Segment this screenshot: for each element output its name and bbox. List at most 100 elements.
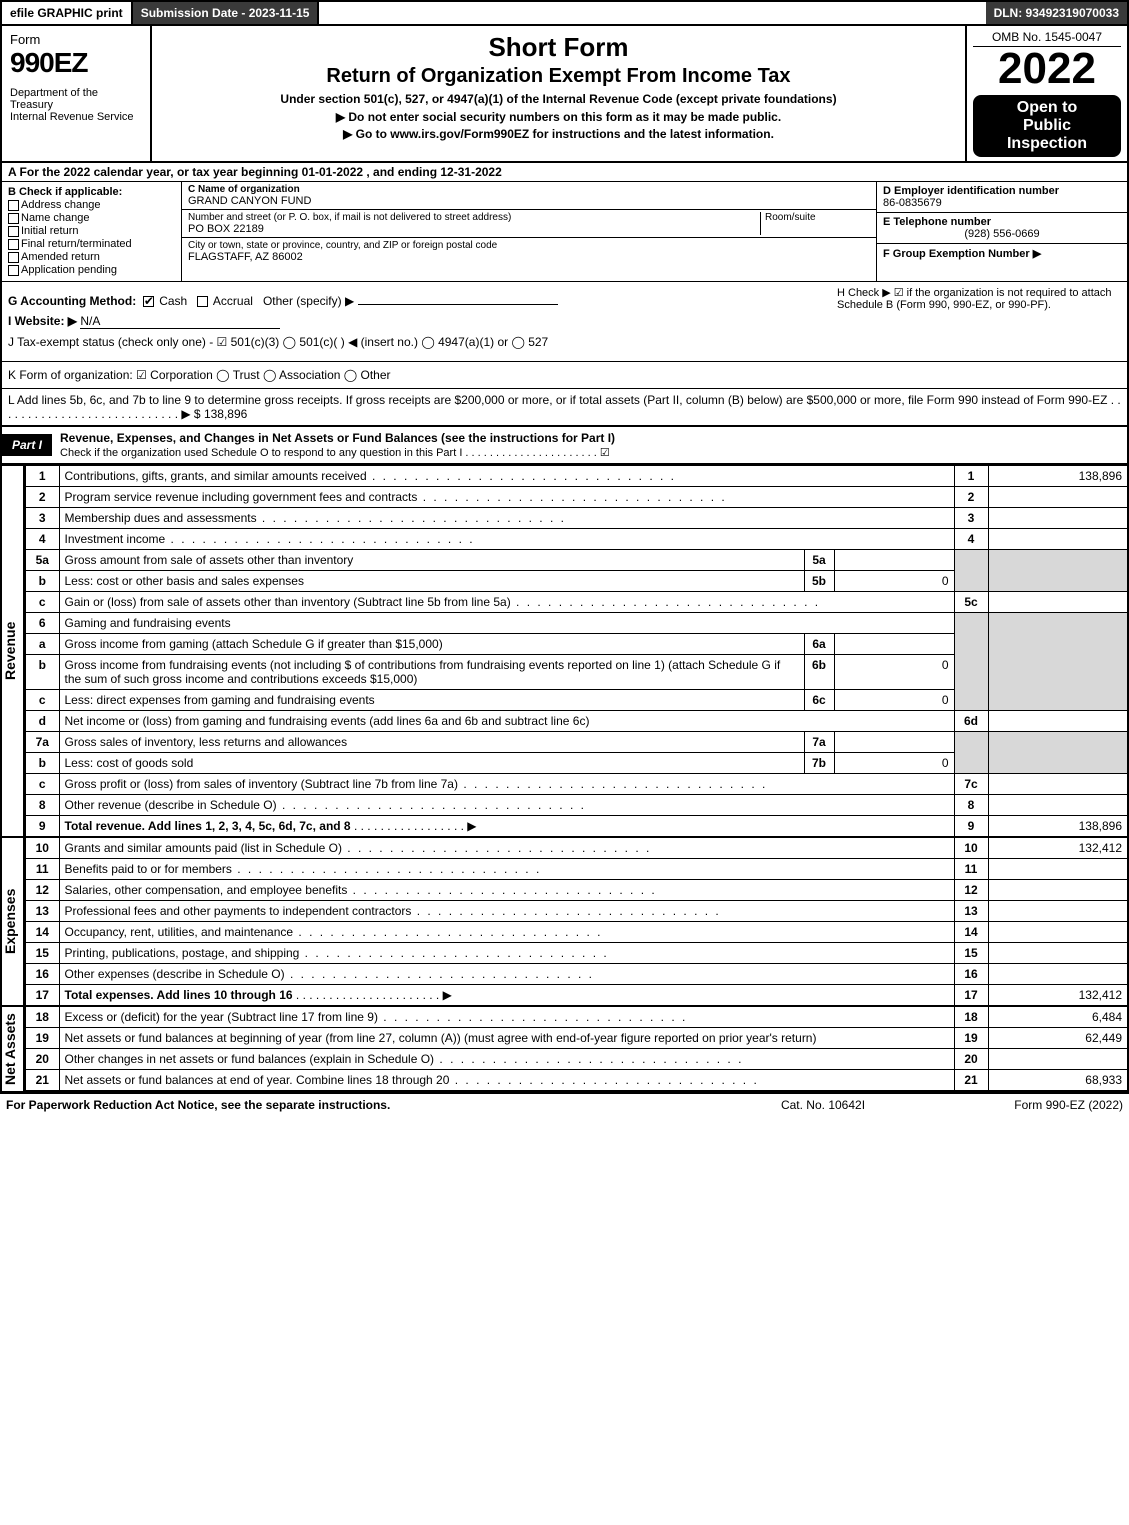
irs-label: Internal Revenue Service	[10, 111, 142, 123]
side-expenses: Expenses	[0, 837, 24, 1006]
org-street: PO BOX 22189	[188, 223, 760, 235]
c-city-label: City or town, state or province, country…	[188, 240, 870, 251]
efile-print[interactable]: efile GRAPHIC print	[2, 2, 133, 24]
note-link: ▶ Go to www.irs.gov/Form990EZ for instru…	[158, 127, 959, 141]
line-18-desc: Excess or (deficit) for the year (Subtra…	[59, 1007, 954, 1028]
line-8-desc: Other revenue (describe in Schedule O)	[59, 795, 954, 816]
submission-date: Submission Date - 2023-11-15	[133, 2, 320, 24]
revenue-section: Revenue 1Contributions, gifts, grants, a…	[0, 465, 1129, 837]
footer-form: Form 990-EZ (2022)	[923, 1098, 1123, 1112]
header-center: Short Form Return of Organization Exempt…	[152, 26, 967, 161]
line-17-amount: 132,412	[988, 985, 1128, 1006]
form-number: 990EZ	[10, 47, 142, 79]
line-1-desc: Contributions, gifts, grants, and simila…	[59, 466, 954, 487]
chk-cash[interactable]	[143, 296, 154, 307]
d-label: D Employer identification number	[883, 185, 1121, 197]
line-6a-desc: Gross income from gaming (attach Schedul…	[59, 634, 804, 655]
section-j: J Tax-exempt status (check only one) - ☑…	[8, 335, 1121, 349]
section-c: C Name of organization GRAND CANYON FUND…	[182, 182, 877, 281]
line-2-desc: Program service revenue including govern…	[59, 487, 954, 508]
line-6-desc: Gaming and fundraising events	[59, 613, 954, 634]
form-header: Form 990EZ Department of the Treasury In…	[0, 26, 1129, 163]
expenses-section: Expenses 10Grants and similar amounts pa…	[0, 837, 1129, 1006]
ein: 86-0835679	[883, 197, 1121, 209]
line-18-amount: 6,484	[988, 1007, 1128, 1028]
line-17-desc: Total expenses. Add lines 10 through 16 …	[59, 985, 954, 1006]
line-7b-desc: Less: cost of goods sold	[59, 753, 804, 774]
line-6d-desc: Net income or (loss) from gaming and fun…	[59, 711, 954, 732]
top-bar: efile GRAPHIC print Submission Date - 20…	[0, 0, 1129, 26]
part1-header: Part I Revenue, Expenses, and Changes in…	[0, 426, 1129, 465]
footer-catno: Cat. No. 10642I	[723, 1098, 923, 1112]
c-street-label: Number and street (or P. O. box, if mail…	[188, 212, 760, 223]
header-right: OMB No. 1545-0047 2022 Open to Public In…	[967, 26, 1127, 161]
chk-accrual[interactable]	[197, 296, 208, 307]
line-10-amount: 132,412	[988, 838, 1128, 859]
line-10-desc: Grants and similar amounts paid (list in…	[59, 838, 954, 859]
line-9-amount: 138,896	[988, 816, 1128, 837]
title-short-form: Short Form	[158, 32, 959, 63]
f-label: F Group Exemption Number ▶	[883, 247, 1121, 260]
footer-paperwork: For Paperwork Reduction Act Notice, see …	[6, 1098, 723, 1112]
line-6c-desc: Less: direct expenses from gaming and fu…	[59, 690, 804, 711]
note-ssn: ▶ Do not enter social security numbers o…	[158, 110, 959, 124]
telephone: (928) 556-0669	[883, 228, 1121, 240]
chk-name-change[interactable]: Name change	[8, 212, 175, 224]
section-a: A For the 2022 calendar year, or tax yea…	[0, 163, 1129, 182]
line-6b-desc: Gross income from fundraising events (no…	[59, 655, 804, 690]
section-h: H Check ▶ ☑ if the organization is not r…	[837, 286, 1117, 311]
chk-final-return[interactable]: Final return/terminated	[8, 238, 175, 250]
subtitle: Under section 501(c), 527, or 4947(a)(1)…	[158, 92, 959, 106]
net-assets-section: Net Assets 18Excess or (deficit) for the…	[0, 1006, 1129, 1092]
chk-amended-return[interactable]: Amended return	[8, 251, 175, 263]
org-info-grid: B Check if applicable: Address change Na…	[0, 182, 1129, 282]
section-k: K Form of organization: ☑ Corporation ◯ …	[0, 362, 1129, 389]
org-name: GRAND CANYON FUND	[188, 195, 870, 207]
line-19-amount: 62,449	[988, 1028, 1128, 1049]
line-7a-desc: Gross sales of inventory, less returns a…	[59, 732, 804, 753]
room-suite: Room/suite	[760, 212, 870, 235]
line-5c-desc: Gain or (loss) from sale of assets other…	[59, 592, 954, 613]
part1-tab: Part I	[2, 434, 52, 456]
e-label: E Telephone number	[883, 216, 1121, 228]
line-13-desc: Professional fees and other payments to …	[59, 901, 954, 922]
line-21-amount: 68,933	[988, 1070, 1128, 1092]
chk-address-change[interactable]: Address change	[8, 199, 175, 211]
line-11-desc: Benefits paid to or for members	[59, 859, 954, 880]
line-7c-desc: Gross profit or (loss) from sales of inv…	[59, 774, 954, 795]
chk-application-pending[interactable]: Application pending	[8, 264, 175, 276]
tax-year: 2022	[973, 47, 1121, 91]
open-to-public-badge: Open to Public Inspection	[973, 95, 1121, 157]
section-b: B Check if applicable: Address change Na…	[2, 182, 182, 281]
info-block: H Check ▶ ☑ if the organization is not r…	[0, 282, 1129, 362]
part1-title: Revenue, Expenses, and Changes in Net As…	[52, 427, 1127, 463]
dept-treasury: Department of the Treasury	[10, 87, 142, 111]
line-9-desc: Total revenue. Add lines 1, 2, 3, 4, 5c,…	[59, 816, 954, 837]
side-revenue: Revenue	[0, 465, 24, 837]
dln: DLN: 93492319070033	[986, 2, 1127, 24]
org-city: FLAGSTAFF, AZ 86002	[188, 251, 870, 263]
line-4-desc: Investment income	[59, 529, 954, 550]
section-i: I Website: ▶ N/A	[8, 314, 1121, 329]
section-l: L Add lines 5b, 6c, and 7b to line 9 to …	[0, 389, 1129, 426]
line-19-desc: Net assets or fund balances at beginning…	[59, 1028, 954, 1049]
line-15-desc: Printing, publications, postage, and shi…	[59, 943, 954, 964]
line-16-desc: Other expenses (describe in Schedule O)	[59, 964, 954, 985]
line-5b-desc: Less: cost or other basis and sales expe…	[59, 571, 804, 592]
line-3-desc: Membership dues and assessments	[59, 508, 954, 529]
chk-initial-return[interactable]: Initial return	[8, 225, 175, 237]
c-name-label: C Name of organization	[188, 184, 870, 195]
line-20-desc: Other changes in net assets or fund bala…	[59, 1049, 954, 1070]
line-14-desc: Occupancy, rent, utilities, and maintena…	[59, 922, 954, 943]
line-1-amount: 138,896	[988, 466, 1128, 487]
form-label: Form	[10, 32, 142, 47]
header-left: Form 990EZ Department of the Treasury In…	[2, 26, 152, 161]
page-footer: For Paperwork Reduction Act Notice, see …	[0, 1092, 1129, 1116]
line-12-desc: Salaries, other compensation, and employ…	[59, 880, 954, 901]
section-def: D Employer identification number 86-0835…	[877, 182, 1127, 281]
website: N/A	[80, 314, 280, 329]
line-21-desc: Net assets or fund balances at end of ye…	[59, 1070, 954, 1092]
line-5a-desc: Gross amount from sale of assets other t…	[59, 550, 804, 571]
side-net-assets: Net Assets	[0, 1006, 24, 1092]
title-return: Return of Organization Exempt From Incom…	[158, 65, 959, 88]
